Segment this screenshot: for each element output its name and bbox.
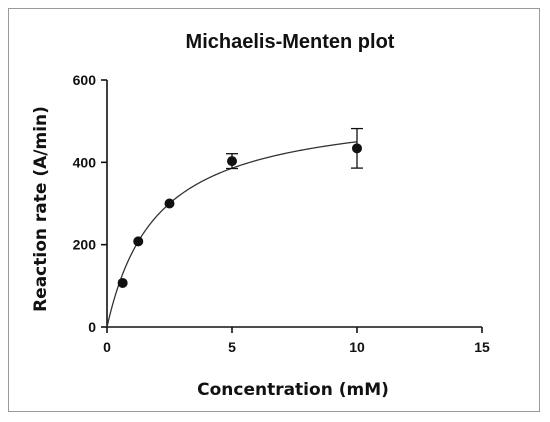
data-point — [352, 143, 362, 154]
y-tick-label: 200 — [73, 237, 97, 253]
y-tick-label: 400 — [73, 154, 97, 170]
fit-curve — [106, 141, 358, 328]
chart-frame — [8, 8, 540, 412]
x-tick-label: 10 — [349, 339, 365, 355]
x-tick-label: 15 — [474, 339, 490, 355]
data-point — [133, 236, 144, 247]
x-tick-label: 5 — [228, 339, 236, 355]
data-point — [164, 198, 175, 209]
y-tick-label: 600 — [73, 72, 97, 88]
x-axis-label: Concentration (mM) — [197, 380, 389, 400]
y-tick-label: 0 — [88, 319, 96, 335]
data-point — [227, 156, 237, 167]
x-tick-label: 0 — [103, 339, 111, 355]
plot-area — [106, 127, 363, 328]
data-point — [117, 277, 128, 288]
axes: 0 5 10 15 0 200 400 600 — [73, 72, 490, 355]
y-axis-label: Reaction rate (A/min) — [31, 106, 51, 312]
chart-title: Michaelis-Menten plot — [186, 31, 395, 53]
